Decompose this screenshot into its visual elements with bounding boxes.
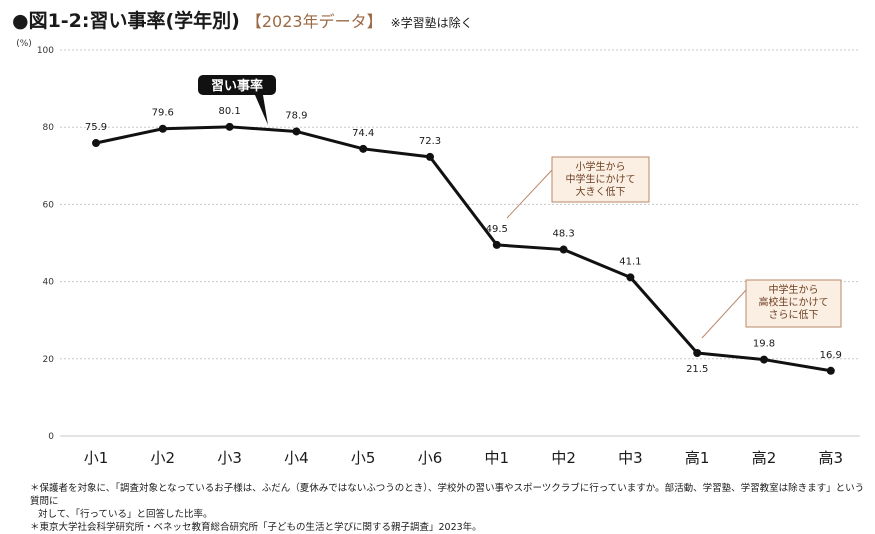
data-point bbox=[359, 144, 368, 153]
callout-box bbox=[745, 279, 842, 328]
data-label: 48.3 bbox=[552, 229, 574, 240]
series-name-label: 習い事率 bbox=[211, 78, 263, 94]
data-label: 74.4 bbox=[352, 128, 374, 139]
y-tick-label: 40 bbox=[43, 278, 55, 288]
data-label: 16.9 bbox=[820, 350, 842, 361]
data-point bbox=[225, 122, 234, 131]
data-point bbox=[426, 152, 434, 161]
series-label-layer: 習い事率 bbox=[198, 75, 276, 125]
x-tick-label: 中3 bbox=[618, 449, 643, 467]
series-name-tag bbox=[198, 75, 276, 95]
callout-leader bbox=[506, 169, 553, 219]
data-label: 21.5 bbox=[686, 364, 708, 375]
callout-leader bbox=[701, 289, 747, 339]
x-tick-label: 高1 bbox=[685, 449, 710, 467]
footnote-1-cont: 対して、「行っている」と回答した比率。 bbox=[38, 509, 213, 520]
x-tick-label: 高3 bbox=[819, 449, 844, 467]
x-tick-label: 高2 bbox=[752, 449, 777, 467]
series-line bbox=[95, 125, 832, 373]
data-point bbox=[92, 139, 100, 148]
y-tick-labels: 0 20 40 60 80 100 bbox=[37, 46, 54, 442]
data-label: 79.6 bbox=[152, 108, 174, 119]
data-label: 49.5 bbox=[486, 224, 508, 235]
x-tick-label: 中1 bbox=[485, 449, 510, 467]
chart-title: ●図1-2:習い事率(学年別) bbox=[12, 10, 240, 32]
series-name-pointer bbox=[255, 95, 268, 125]
data-label: 19.8 bbox=[753, 339, 775, 350]
callout-text: 大きく低下 bbox=[576, 185, 626, 198]
x-tick-label: 小2 bbox=[151, 449, 176, 467]
footnote-2: ＊東京大学社会科学研究所・ベネッセ教育総合研究所「子どもの生活と学びに関する親子… bbox=[30, 522, 482, 533]
callout-text: さらに低下 bbox=[769, 308, 819, 321]
data-point bbox=[559, 245, 568, 254]
x-tick-label: 小6 bbox=[418, 449, 443, 467]
y-tick-label: 60 bbox=[43, 200, 55, 210]
chart-title-row: ●図1-2:習い事率(学年別) 【2023年データ】 ※学習塾は除く bbox=[12, 6, 473, 32]
callout-text: 中学生にかけて bbox=[566, 173, 636, 186]
x-tick-label: 小3 bbox=[217, 449, 242, 467]
data-label: 78.9 bbox=[285, 110, 307, 121]
data-point bbox=[693, 349, 702, 358]
x-tick-label: 小4 bbox=[284, 449, 309, 467]
x-tick-labels: 小1 小2 小3 小4 小5 小6 中1 中2 中3 高1 高2 高3 bbox=[84, 449, 843, 467]
data-label: 75.9 bbox=[85, 122, 107, 133]
x-tick-label: 中2 bbox=[551, 449, 576, 467]
data-point bbox=[826, 366, 835, 375]
data-point bbox=[158, 124, 167, 133]
footnotes: ＊保護者を対象に、「調査対象となっているお子様は、ふだん（夏休みではないふつうの… bbox=[30, 482, 865, 534]
callout-text: 小学生から bbox=[576, 160, 626, 173]
callout-text: 高校生にかけて bbox=[759, 296, 829, 309]
callout-text: 中学生から bbox=[769, 283, 819, 296]
x-tick-label: 小1 bbox=[84, 449, 109, 467]
y-axis-label: (%) bbox=[16, 39, 32, 49]
data-point bbox=[760, 355, 768, 364]
chart-note: ※学習塾は除く bbox=[390, 16, 473, 30]
data-label: 72.3 bbox=[419, 136, 441, 147]
footnote-1: ＊保護者を対象に、「調査対象となっているお子様は、ふだん（夏休みではないふつうの… bbox=[30, 483, 865, 507]
data-label: 80.1 bbox=[218, 106, 240, 117]
y-tick-label: 100 bbox=[37, 46, 54, 56]
y-tick-label: 80 bbox=[43, 123, 55, 133]
series-layer: 75.9 79.6 80.1 78.9 74.4 72.3 49.5 48.3 41.1 21.5… bbox=[85, 106, 842, 375]
y-tick-label: 0 bbox=[48, 432, 54, 442]
y-tick-label: 20 bbox=[43, 355, 55, 365]
chart-subtitle: 【2023年データ】 bbox=[245, 12, 383, 31]
grid-layer bbox=[60, 49, 860, 437]
data-point bbox=[492, 240, 501, 249]
data-label: 41.1 bbox=[619, 256, 641, 267]
data-point bbox=[626, 273, 635, 282]
data-point bbox=[292, 127, 301, 136]
x-tick-label: 小5 bbox=[351, 449, 376, 467]
callout-box bbox=[551, 156, 650, 203]
